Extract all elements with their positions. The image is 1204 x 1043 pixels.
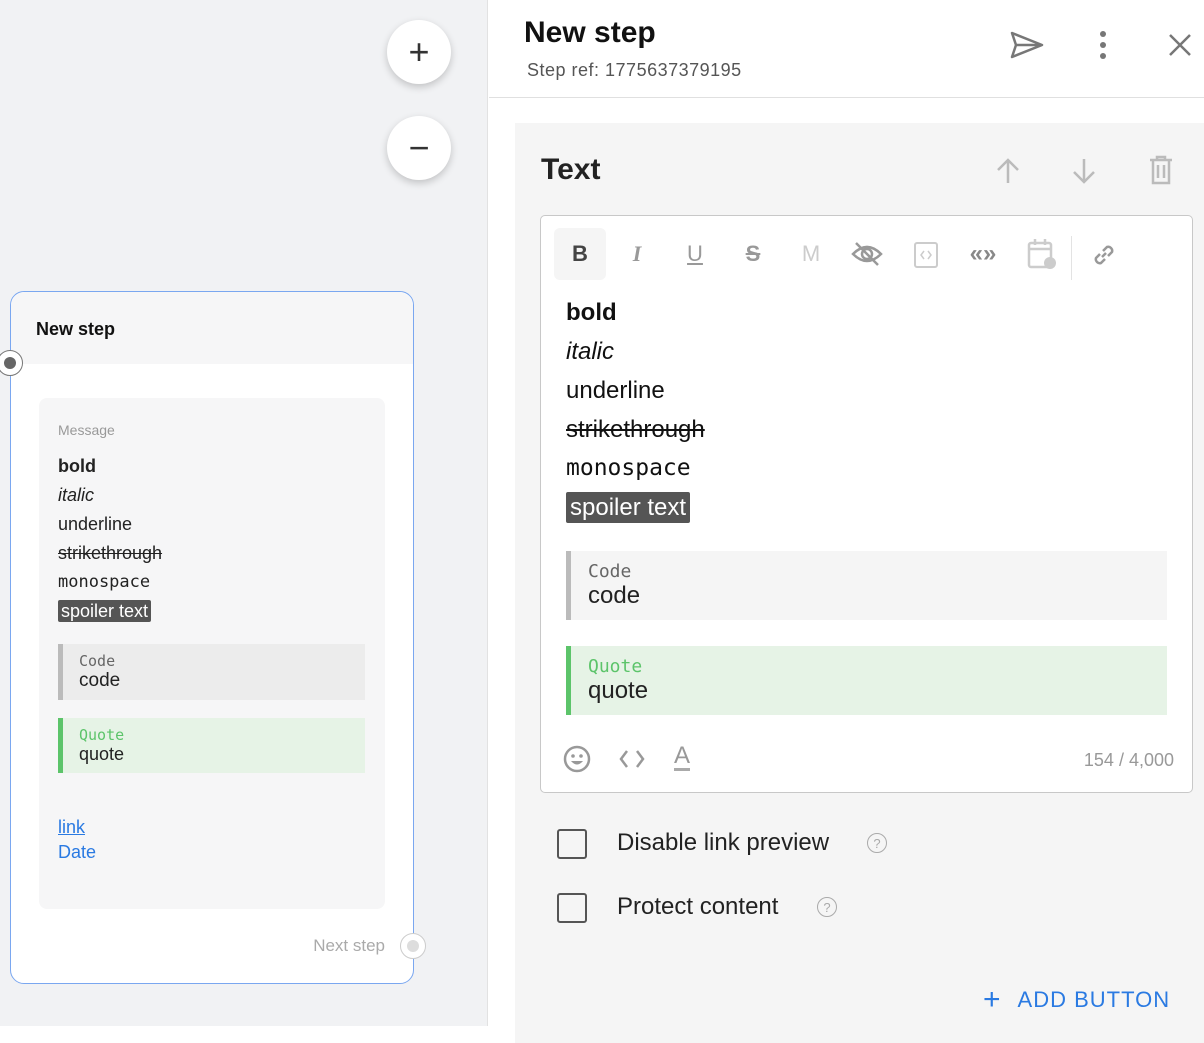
code-label: Code xyxy=(79,652,116,670)
code-icon[interactable] xyxy=(913,241,939,269)
editor-mono: monospace xyxy=(566,455,691,481)
add-button-label: ADD BUTTON xyxy=(1017,987,1171,1012)
bold-text: bold xyxy=(58,456,96,476)
close-icon[interactable] xyxy=(1167,32,1193,58)
quote-text: quote xyxy=(79,744,125,764)
text-format-icon[interactable]: A xyxy=(674,742,691,771)
zoom-in-button[interactable]: + xyxy=(387,20,451,84)
message-preview: Message bold italic underline strikethro… xyxy=(39,398,385,909)
step-panel: New step Step ref: 1775637379195 Text B … xyxy=(489,0,1204,1043)
disable-link-preview-checkbox[interactable] xyxy=(557,829,587,859)
step-node[interactable]: New step Message bold italic underline s… xyxy=(0,291,426,984)
send-icon[interactable] xyxy=(1009,30,1045,60)
step-ref: Step ref: 1775637379195 xyxy=(527,60,742,80)
editor-bold: bold xyxy=(566,299,617,326)
protect-content-checkbox[interactable] xyxy=(557,893,587,923)
section-title: Text xyxy=(541,153,601,186)
zoom-out-button[interactable]: − xyxy=(387,116,451,180)
char-counter: 154 / 4,000 xyxy=(1083,750,1174,770)
move-up-icon[interactable] xyxy=(993,156,1023,186)
editor-code-label: Code xyxy=(588,561,632,582)
italic-text: italic xyxy=(58,485,95,505)
mono-text: monospace xyxy=(58,572,151,592)
underline-text: underline xyxy=(58,514,133,534)
spoiler-eye-off-icon[interactable] xyxy=(851,240,883,268)
delete-icon[interactable] xyxy=(1147,154,1175,186)
panel-title: New step xyxy=(524,16,656,49)
strike-text: strikethrough xyxy=(58,543,163,563)
flow-canvas[interactable]: + − New step Message bold italic underli… xyxy=(0,0,488,1026)
code-block: Code code xyxy=(58,644,365,700)
text-editor[interactable]: B I U S M «» bold italic underline strik… xyxy=(540,215,1193,793)
move-down-icon[interactable] xyxy=(1069,156,1099,186)
emoji-icon[interactable] xyxy=(563,745,591,773)
input-port[interactable] xyxy=(0,350,23,376)
spoiler-text: spoiler text xyxy=(58,600,152,622)
panel-header: New step Step ref: 1775637379195 xyxy=(489,0,1204,98)
italic-icon[interactable]: I xyxy=(632,241,642,266)
editor-underline: underline xyxy=(566,377,665,404)
code-text: code xyxy=(79,670,121,691)
help-icon[interactable]: ? xyxy=(817,897,837,917)
protect-content-label: Protect content xyxy=(617,893,779,920)
editor-quote-label: Quote xyxy=(588,656,643,677)
toolbar-divider xyxy=(1071,236,1072,280)
next-step-label: Next step xyxy=(313,936,385,955)
more-vert-icon[interactable] xyxy=(1093,30,1113,60)
strikethrough-icon[interactable]: S xyxy=(745,241,761,266)
disable-link-preview-label: Disable link preview xyxy=(617,829,830,856)
underline-icon[interactable]: U xyxy=(687,241,703,266)
editor-italic: italic xyxy=(566,338,615,365)
editor-quote-block: Quote quote xyxy=(566,646,1167,715)
node-title: New step xyxy=(11,292,413,364)
date-link[interactable]: Date xyxy=(58,842,97,862)
code-view-icon[interactable] xyxy=(618,748,646,770)
editor-spoiler: spoiler text xyxy=(566,492,691,523)
bold-icon[interactable]: B xyxy=(554,228,606,280)
date-icon[interactable] xyxy=(1027,238,1057,270)
help-icon[interactable]: ? xyxy=(867,833,887,853)
output-port[interactable] xyxy=(400,933,426,959)
editor-quote-text: quote xyxy=(588,677,649,704)
quote-icon[interactable]: «» xyxy=(969,240,997,267)
text-section: Text B I U S M «» bold italic underline … xyxy=(515,123,1204,1043)
link-icon[interactable] xyxy=(1091,242,1117,268)
editor-code-text: code xyxy=(588,582,641,609)
editor-strike: strikethrough xyxy=(566,416,705,443)
quote-label: Quote xyxy=(79,726,125,744)
quote-block: Quote quote xyxy=(58,718,365,773)
link[interactable]: link xyxy=(58,817,86,837)
monospace-icon[interactable]: M xyxy=(801,241,821,266)
add-button[interactable]: + ADD BUTTON xyxy=(983,983,1170,1017)
editor-code-block: Code code xyxy=(566,551,1167,620)
plus-icon: + xyxy=(983,983,1002,1016)
message-label: Message xyxy=(58,422,115,438)
